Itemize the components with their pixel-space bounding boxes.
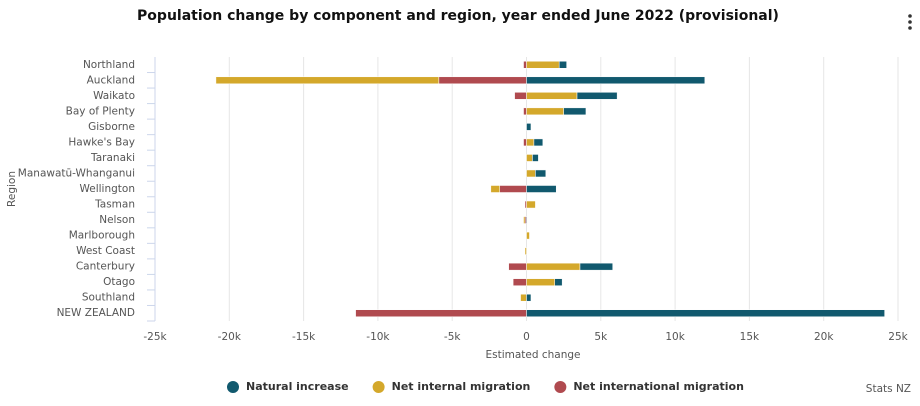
bar — [523, 61, 527, 69]
bar — [526, 169, 536, 178]
bar — [526, 61, 560, 69]
legend-label: Net international migration — [573, 380, 744, 393]
y-tick-label: Hawke's Bay — [68, 136, 135, 148]
x-tick-label: -25k — [143, 331, 167, 343]
bar — [558, 61, 567, 69]
y-tick-label: Northland — [83, 59, 135, 71]
y-tick-label: Manawatū-Whanganui — [18, 167, 135, 179]
x-tick-label: -20k — [218, 331, 242, 343]
bar — [563, 107, 587, 116]
y-tick-label: Wellington — [80, 183, 136, 195]
y-tick-label: Nelson — [99, 214, 135, 226]
bar — [512, 278, 527, 286]
bar — [576, 92, 618, 100]
y-tick-label: Gisborne — [88, 121, 135, 133]
x-tick-label: 15k — [740, 331, 760, 343]
bar — [524, 247, 527, 255]
chart-title: Population change by component and regio… — [137, 8, 779, 24]
x-tick-label: -5k — [444, 331, 461, 343]
y-tick-label: Auckland — [87, 74, 135, 86]
y-tick-label: Otago — [103, 276, 135, 288]
bar — [215, 76, 440, 85]
bar — [526, 185, 557, 193]
legend-label: Net internal migration — [392, 380, 531, 393]
bar — [499, 185, 527, 193]
bar — [490, 185, 501, 193]
legend-label: Natural increase — [246, 380, 349, 393]
bar — [526, 107, 564, 116]
x-tick-label: 0 — [523, 331, 530, 343]
bar — [526, 76, 706, 85]
credit: Stats NZ — [866, 383, 911, 395]
x-tick-label: -15k — [292, 331, 316, 343]
x-axis-title: Estimated change — [485, 349, 580, 361]
legend-marker — [372, 381, 385, 393]
menu-icon[interactable] — [908, 14, 912, 30]
y-tick-label: West Coast — [76, 245, 135, 257]
y-tick-label: Marlborough — [69, 230, 135, 242]
x-tick-label: 20k — [814, 331, 834, 343]
x-tick-label: 10k — [665, 331, 685, 343]
bar — [533, 138, 544, 147]
bar — [526, 92, 578, 100]
bar — [526, 262, 581, 271]
bar — [526, 293, 532, 302]
y-tick-label: Waikato — [93, 90, 135, 102]
bar — [526, 200, 536, 209]
bar — [355, 309, 527, 317]
y-tick-label: Bay of Plenty — [66, 105, 135, 117]
bar — [526, 216, 528, 224]
bar — [523, 107, 527, 116]
bar — [526, 123, 532, 131]
y-tick-label: Southland — [82, 292, 135, 304]
y-tick-label: Taranaki — [90, 152, 135, 164]
bar — [526, 278, 555, 286]
bar — [554, 278, 563, 286]
bar — [526, 309, 885, 317]
legend-marker — [554, 381, 567, 393]
bar — [514, 92, 527, 100]
bar — [520, 293, 527, 302]
y-tick-label: Tasman — [94, 199, 135, 211]
bar — [508, 262, 527, 271]
bar — [523, 138, 527, 147]
bar — [523, 216, 526, 224]
bar — [535, 169, 547, 178]
y-tick-label: NEW ZEALAND — [57, 307, 135, 319]
y-axis-title: Region — [6, 171, 18, 207]
bar — [579, 262, 613, 271]
bar — [526, 154, 533, 162]
x-tick-label: 5k — [594, 331, 608, 343]
x-tick-label: -10k — [366, 331, 390, 343]
legend-marker — [227, 381, 239, 393]
y-tick-label: Canterbury — [76, 261, 135, 273]
bar — [438, 76, 527, 85]
bar — [532, 154, 539, 162]
bar — [526, 231, 530, 240]
x-tick-label: 25k — [888, 331, 908, 343]
bar — [526, 138, 535, 147]
